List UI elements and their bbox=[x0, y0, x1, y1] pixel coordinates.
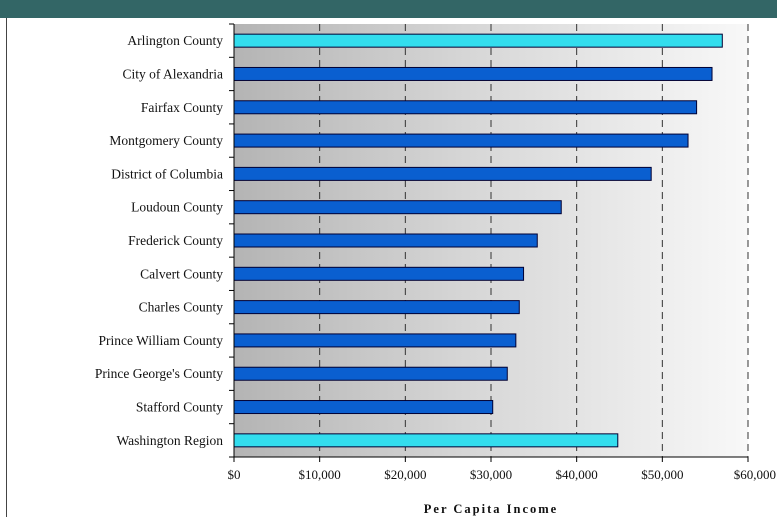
bar bbox=[233, 33, 723, 48]
header-band bbox=[0, 0, 777, 18]
category-label: Frederick County bbox=[128, 233, 223, 248]
bar bbox=[233, 366, 508, 381]
bar bbox=[233, 133, 689, 148]
category-labels: Arlington County City of Alexandria Fairfa… bbox=[95, 33, 223, 448]
chart-frame: Arlington County City of Alexandria Fairfa… bbox=[6, 18, 777, 517]
category-label: Washington Region bbox=[116, 433, 223, 448]
x-tick-label: $60,000 bbox=[734, 467, 776, 482]
bar bbox=[233, 300, 520, 315]
axes bbox=[229, 23, 749, 462]
bar bbox=[233, 266, 525, 281]
category-label: Stafford County bbox=[136, 400, 223, 415]
bar bbox=[233, 100, 698, 115]
bar bbox=[233, 333, 517, 348]
category-label: Prince William County bbox=[99, 333, 224, 348]
bar bbox=[233, 433, 619, 448]
bar bbox=[233, 400, 494, 415]
bar bbox=[233, 166, 652, 181]
category-label: District of Columbia bbox=[111, 166, 223, 181]
category-label: Calvert County bbox=[140, 266, 223, 281]
category-label: Charles County bbox=[139, 300, 224, 315]
category-label: Arlington County bbox=[127, 33, 223, 48]
category-label: Prince George's County bbox=[95, 366, 223, 381]
bar bbox=[233, 233, 538, 248]
x-tick-label: $10,000 bbox=[299, 467, 341, 482]
tick-labels: $0 $10,000 $20,000 $30,000 $40,000 $50,000 $60… bbox=[228, 467, 777, 482]
bar bbox=[233, 66, 713, 81]
category-label: City of Alexandria bbox=[123, 66, 223, 81]
x-tick-label: $30,000 bbox=[470, 467, 512, 482]
bar-chart: Arlington County City of Alexandria Fairfa… bbox=[95, 23, 777, 516]
category-label: Montgomery County bbox=[109, 133, 223, 148]
x-tick-label: $40,000 bbox=[556, 467, 598, 482]
x-tick-label: $0 bbox=[228, 467, 241, 482]
bar bbox=[233, 200, 562, 215]
x-tick-label: $20,000 bbox=[384, 467, 426, 482]
x-axis-title: Per Capita Income bbox=[424, 502, 558, 516]
category-label: Fairfax County bbox=[141, 100, 223, 115]
x-tick-label: $50,000 bbox=[641, 467, 683, 482]
category-label: Loudoun County bbox=[131, 200, 223, 215]
